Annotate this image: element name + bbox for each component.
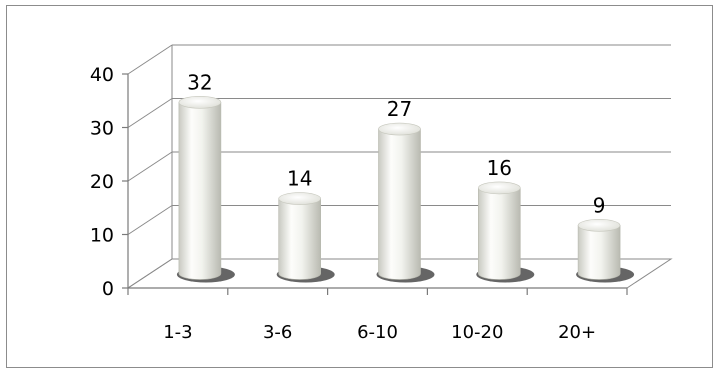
bar-chart: 0 10 20 30 40 32 14 27 16 9 1-3 3-6 6-10 10-20 20+: [90, 44, 673, 343]
x-tick-labels: 1-3 3-6 6-10 10-20 20+: [163, 322, 596, 343]
data-label: 32: [187, 70, 212, 94]
gridline: [127, 44, 671, 75]
x-tick-label: 10-20: [451, 322, 503, 343]
gridline: [127, 98, 671, 128]
axes: [122, 45, 673, 295]
x-tick-label: 20+: [558, 322, 596, 343]
chart-frame: 0 10 20 30 40 32 14 27 16 9 1-3 3-6 6-10 10-20 20+: [6, 5, 713, 368]
bars: 32 14 27 16 9: [176, 70, 635, 283]
bar-3-6: 14: [276, 167, 335, 283]
bar-20+: 9: [576, 193, 635, 283]
bar-body: [577, 225, 621, 280]
y-tick-labels: 0 10 20 30 40: [90, 64, 114, 300]
bar-top: [378, 122, 421, 136]
bar-body: [278, 198, 321, 280]
bar-top: [577, 219, 621, 232]
y-tick-label: 40: [90, 64, 114, 86]
bar-1-3: 32: [176, 70, 235, 283]
gridline: [127, 205, 671, 235]
bar-top: [178, 96, 222, 109]
y-tick-label: 0: [102, 278, 114, 300]
y-tick-label: 10: [90, 225, 114, 247]
data-label: 14: [287, 167, 312, 191]
bar-10-20: 16: [476, 156, 535, 283]
x-tick-label: 1-3: [163, 322, 192, 343]
gridline: [127, 151, 671, 182]
bar-top: [477, 181, 521, 195]
data-label: 16: [487, 156, 512, 180]
data-label: 27: [387, 97, 412, 121]
bar-6-10: 27: [376, 97, 435, 283]
bar-body: [478, 187, 521, 280]
x-tick-label: 6-10: [357, 322, 398, 343]
x-tick-label: 3-6: [263, 322, 292, 343]
bar-top: [278, 192, 322, 205]
bar-body: [178, 102, 222, 280]
data-label: 9: [593, 193, 606, 217]
y-tick-label: 30: [90, 118, 114, 140]
y-tick-label: 20: [90, 171, 114, 193]
bar-body: [378, 128, 421, 280]
